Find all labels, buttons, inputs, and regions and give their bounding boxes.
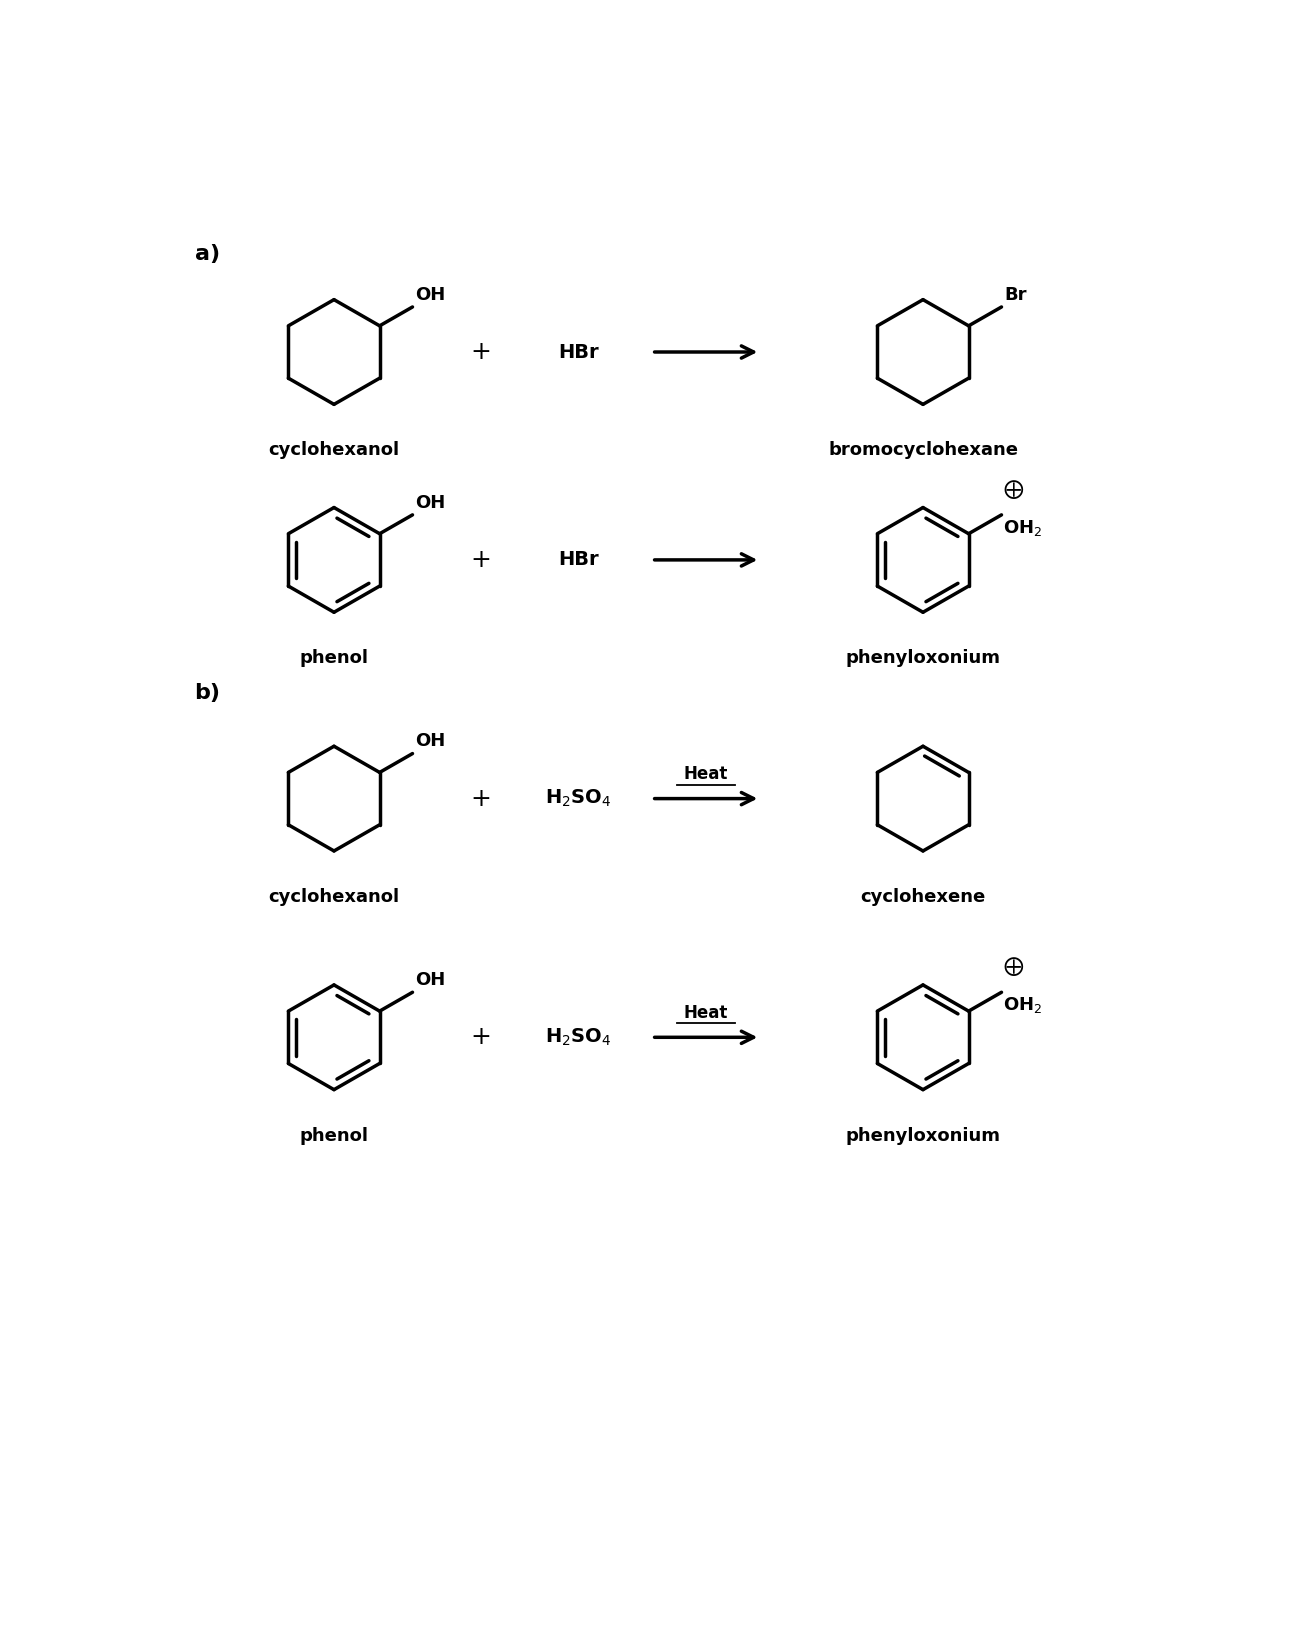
Text: phenol: phenol <box>300 1127 369 1145</box>
Text: phenyloxonium: phenyloxonium <box>845 648 1001 667</box>
Text: bromocyclohexane: bromocyclohexane <box>828 441 1018 459</box>
Text: OH: OH <box>416 285 446 304</box>
Text: H$_2$SO$_4$: H$_2$SO$_4$ <box>545 789 611 808</box>
Text: Heat: Heat <box>684 1003 729 1021</box>
Text: OH: OH <box>416 733 446 751</box>
Text: OH: OH <box>416 972 446 990</box>
Text: OH$_2$: OH$_2$ <box>1003 995 1042 1015</box>
Text: phenol: phenol <box>300 648 369 667</box>
Text: +: + <box>471 548 492 573</box>
Text: cyclohexanol: cyclohexanol <box>268 441 399 459</box>
Text: +: + <box>471 787 492 810</box>
Text: cyclohexene: cyclohexene <box>861 888 986 906</box>
Text: H$_2$SO$_4$: H$_2$SO$_4$ <box>545 1026 611 1048</box>
Text: $\bigoplus$: $\bigoplus$ <box>1003 955 1024 978</box>
Text: b): b) <box>195 683 221 703</box>
Text: OH$_2$: OH$_2$ <box>1003 518 1042 538</box>
Text: Br: Br <box>1005 285 1027 304</box>
Text: a): a) <box>195 244 220 264</box>
Text: cyclohexanol: cyclohexanol <box>268 888 399 906</box>
Text: HBr: HBr <box>557 551 599 569</box>
Text: $\bigoplus$: $\bigoplus$ <box>1003 478 1024 502</box>
Text: OH: OH <box>416 493 446 512</box>
Text: HBr: HBr <box>557 343 599 361</box>
Text: Heat: Heat <box>684 766 729 784</box>
Text: +: + <box>471 1025 492 1049</box>
Text: +: + <box>471 340 492 365</box>
Text: phenyloxonium: phenyloxonium <box>845 1127 1001 1145</box>
